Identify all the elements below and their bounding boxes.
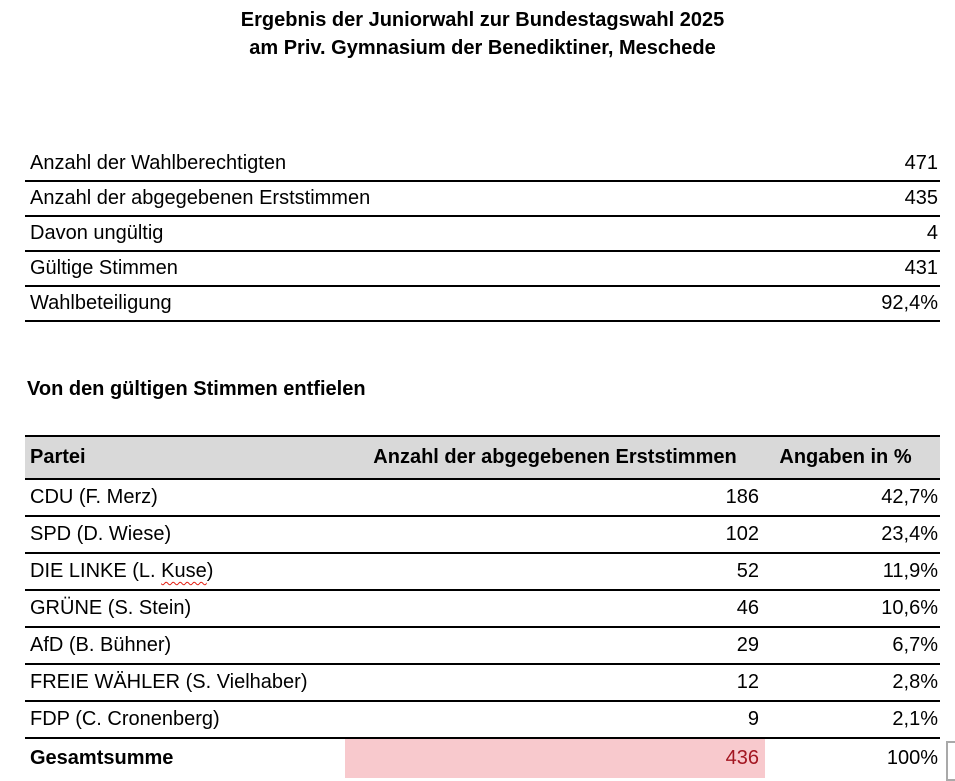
votes-cell: 12 bbox=[736, 671, 759, 693]
summary-value: 435 bbox=[904, 187, 938, 209]
percent-cell: 6,7% bbox=[892, 634, 938, 656]
party-name-cell: CDU (F. Merz) bbox=[30, 486, 158, 508]
party-name-cell: GRÜNE (S. Stein) bbox=[30, 597, 192, 619]
total-votes-cell-highlighted: 436 bbox=[345, 739, 765, 778]
summary-label: Gültige Stimmen bbox=[30, 257, 178, 279]
party-name-cell: FDP (C. Cronenberg) bbox=[30, 708, 220, 730]
summary-value: 471 bbox=[904, 152, 938, 174]
summary-row: Gültige Stimmen 431 bbox=[25, 252, 940, 287]
result-row-linke: DIE LINKE (L. Kuse) 52 11,9% bbox=[25, 554, 940, 591]
party-name-suffix: ) bbox=[206, 560, 214, 582]
percent-cell: 23,4% bbox=[881, 523, 938, 545]
summary-row: Davon ungültig 4 bbox=[25, 217, 940, 252]
summary-label: Anzahl der Wahlberechtigten bbox=[30, 152, 287, 174]
percent-cell: 11,9% bbox=[882, 560, 938, 582]
results-header-row: Partei Anzahl der abgegebenen Erststimme… bbox=[25, 437, 940, 480]
header-votes-cell: Anzahl der abgegebenen Erststimmen bbox=[373, 446, 737, 468]
total-percent-cell: 100% bbox=[886, 747, 938, 769]
result-row-freie-waehler: FREIE WÄHLER (S. Vielhaber) 12 2,8% bbox=[25, 665, 940, 702]
votes-cell: 52 bbox=[736, 560, 759, 582]
title-line-2: am Priv. Gymnasium der Benediktiner, Mes… bbox=[249, 37, 716, 59]
section-heading: Von den gültigen Stimmen entfielen bbox=[27, 378, 366, 400]
summary-value: 431 bbox=[904, 257, 938, 279]
result-row-cdu: CDU (F. Merz) 186 42,7% bbox=[25, 480, 940, 517]
votes-cell: 46 bbox=[736, 597, 759, 619]
summary-value: 4 bbox=[926, 222, 938, 244]
summary-label: Wahlbeteiligung bbox=[30, 292, 172, 314]
document-title: Ergebnis der Juniorwahl zur Bundestagswa… bbox=[25, 6, 940, 62]
party-name-prefix: DIE LINKE (L. bbox=[30, 560, 162, 582]
percent-cell: 2,1% bbox=[892, 708, 938, 730]
result-row-gruene: GRÜNE (S. Stein) 46 10,6% bbox=[25, 591, 940, 628]
results-table: Partei Anzahl der abgegebenen Erststimme… bbox=[25, 435, 940, 778]
percent-cell: 10,6% bbox=[881, 597, 938, 619]
total-row: Gesamtsumme 436 100% bbox=[25, 739, 940, 778]
votes-cell: 9 bbox=[747, 708, 759, 730]
votes-cell: 102 bbox=[725, 523, 759, 545]
votes-cell: 29 bbox=[736, 634, 759, 656]
summary-row: Anzahl der abgegebenen Erststimmen 435 bbox=[25, 182, 940, 217]
summary-value: 92,4% bbox=[881, 292, 938, 314]
header-party-cell: Partei bbox=[30, 446, 86, 468]
spellcheck-flagged-word: Kuse bbox=[161, 560, 207, 582]
party-name-cell: FREIE WÄHLER (S. Vielhaber) bbox=[30, 671, 308, 693]
header-percent-cell: Angaben in % bbox=[779, 446, 912, 468]
party-name-cell: DIE LINKE (L. Kuse) bbox=[25, 560, 345, 583]
result-row-afd: AfD (B. Bühner) 29 6,7% bbox=[25, 628, 940, 665]
party-name-cell: SPD (D. Wiese) bbox=[30, 523, 172, 545]
party-name-cell: AfD (B. Bühner) bbox=[30, 634, 172, 656]
percent-cell: 42,7% bbox=[881, 486, 938, 508]
adjacent-cell-outline bbox=[946, 741, 955, 781]
summary-row: Anzahl der Wahlberechtigten 471 bbox=[25, 147, 940, 182]
total-label-cell: Gesamtsumme bbox=[30, 747, 174, 769]
summary-row: Wahlbeteiligung 92,4% bbox=[25, 287, 940, 322]
percent-cell: 2,8% bbox=[892, 671, 938, 693]
result-row-spd: SPD (D. Wiese) 102 23,4% bbox=[25, 517, 940, 554]
summary-table: Anzahl der Wahlberechtigten 471 Anzahl d… bbox=[25, 147, 940, 322]
votes-cell: 186 bbox=[725, 486, 759, 508]
title-line-1: Ergebnis der Juniorwahl zur Bundestagswa… bbox=[240, 9, 725, 31]
result-row-fdp: FDP (C. Cronenberg) 9 2,1% bbox=[25, 702, 940, 739]
summary-label: Davon ungültig bbox=[30, 222, 164, 244]
summary-label: Anzahl der abgegebenen Erststimmen bbox=[30, 187, 371, 209]
